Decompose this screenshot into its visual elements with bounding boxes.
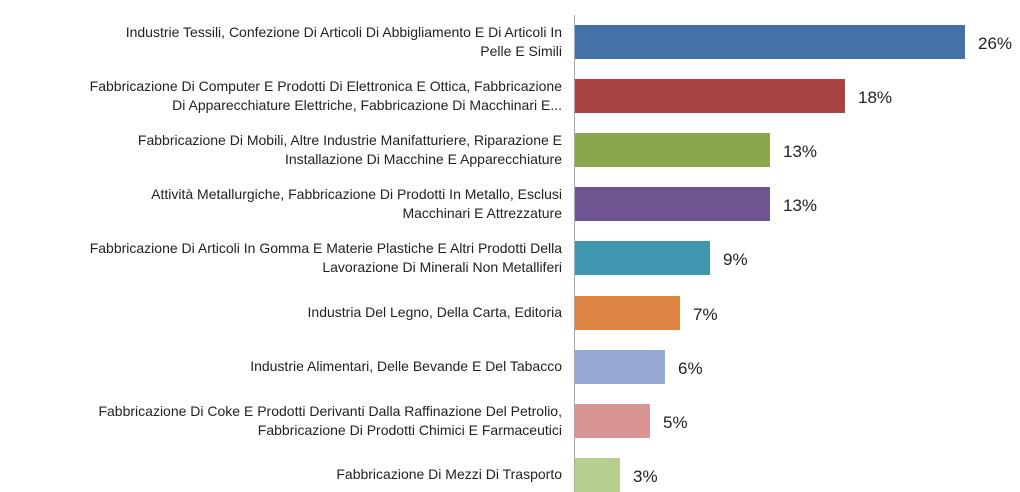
category-label: Fabbricazione Di Articoli In Gomma E Mat…: [89, 240, 562, 276]
category-label: Attività Metallurgiche, Fabbricazione Di…: [151, 186, 562, 222]
value-label: 13%: [783, 142, 818, 162]
value-label: 18%: [858, 88, 893, 108]
category-label: Industrie Alimentari, Delle Bevande E De…: [250, 358, 562, 375]
value-label: 6%: [678, 358, 703, 378]
bar: [575, 457, 620, 492]
value-label: 9%: [723, 250, 748, 270]
category-label: Industria Del Legno, Della Carta, Editor…: [307, 304, 562, 320]
category-label: Fabbricazione Di Coke E Prodotti Derivan…: [98, 402, 562, 438]
bar: [575, 349, 665, 384]
value-label: 5%: [663, 412, 688, 432]
value-label: 3%: [633, 466, 658, 486]
value-label: 7%: [693, 304, 718, 324]
bar: [575, 79, 845, 114]
bar: [575, 25, 965, 59]
bar: [575, 295, 680, 330]
value-label: 26%: [978, 34, 1013, 53]
axis-line: [574, 15, 575, 492]
category-label: Industrie Tessili, Confezione Di Articol…: [125, 24, 562, 59]
bar: [575, 241, 710, 276]
bar: [575, 403, 650, 438]
bar: [575, 133, 770, 168]
category-label: Fabbricazione Di Mezzi Di Trasporto: [336, 466, 562, 483]
value-label: 13%: [783, 196, 818, 216]
category-label: Fabbricazione Di Computer E Prodotti Di …: [89, 78, 562, 114]
bar: [575, 187, 770, 222]
category-label: Fabbricazione Di Mobili, Altre Industrie…: [137, 132, 562, 168]
